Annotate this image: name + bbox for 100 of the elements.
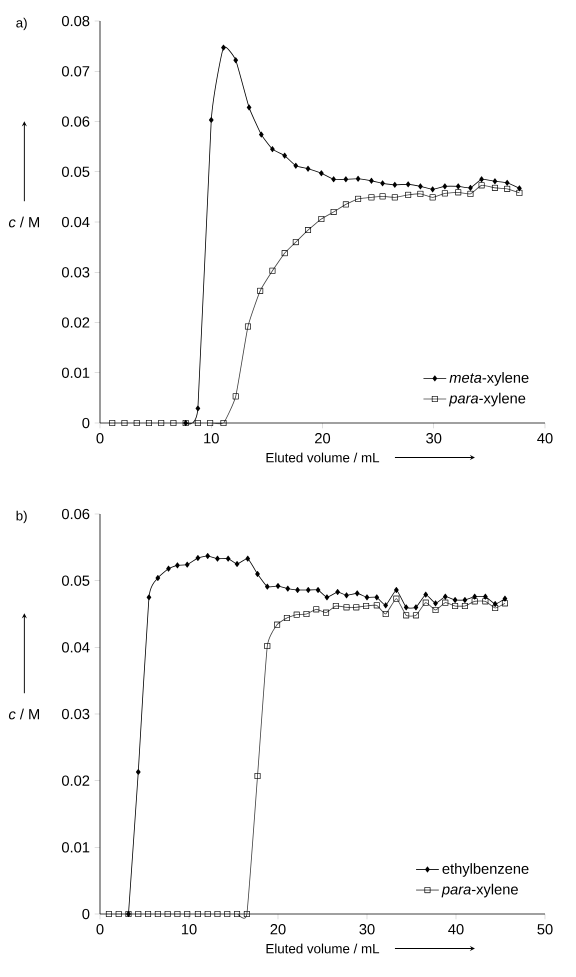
y-axis-title: c / M <box>8 708 40 720</box>
x-tick-label: 30 <box>426 433 442 444</box>
legend-label: para-xylene <box>448 392 526 406</box>
point <box>383 602 388 608</box>
point <box>270 146 275 152</box>
point <box>492 178 498 184</box>
y-tick-label: 0 <box>82 908 90 920</box>
x-tick-label: 10 <box>182 924 197 934</box>
point <box>196 405 200 412</box>
x-tick-label: 20 <box>270 924 286 934</box>
legend-label: ethylbenzene <box>442 863 528 877</box>
point <box>306 166 310 172</box>
point <box>433 600 438 606</box>
point <box>335 588 340 595</box>
y-tick-label: 0.03 <box>62 267 90 278</box>
chart-title: a) <box>16 18 27 30</box>
point <box>276 582 280 589</box>
point <box>246 104 252 110</box>
point <box>306 586 311 593</box>
point <box>502 596 508 602</box>
x-tick-label: 50 <box>537 924 553 934</box>
y-tick-label: 0.07 <box>62 66 90 76</box>
point <box>344 592 349 598</box>
point <box>418 183 423 190</box>
chart-title: b) <box>16 510 27 524</box>
point <box>406 181 410 188</box>
point <box>245 556 250 562</box>
point <box>456 183 461 190</box>
y-tick-label: 0 <box>82 418 90 428</box>
y-tick-label: 0.01 <box>62 368 90 378</box>
point <box>156 574 160 581</box>
y-tick-label: 0.02 <box>62 317 90 328</box>
x-tick-label: 0 <box>96 433 104 444</box>
x-tick-label: 0 <box>96 924 104 934</box>
x-tick-label: 10 <box>204 433 219 444</box>
point <box>196 554 200 561</box>
point <box>205 552 210 559</box>
point <box>233 57 238 64</box>
point <box>374 594 380 600</box>
point <box>175 562 180 568</box>
point <box>264 584 270 590</box>
y-tick-label: 0.04 <box>62 642 90 653</box>
point <box>492 600 498 607</box>
point <box>430 186 435 192</box>
point <box>364 594 370 600</box>
point <box>319 170 324 176</box>
point <box>462 596 468 603</box>
point <box>483 594 488 600</box>
point <box>380 180 385 186</box>
point <box>285 586 290 592</box>
x-axis-title: Eluted volume / mL <box>266 452 380 462</box>
x-tick-label: 20 <box>315 433 330 444</box>
y-tick-label: 0.01 <box>62 842 90 853</box>
legend-label: para-xylene <box>442 884 518 898</box>
point <box>356 176 360 182</box>
point <box>452 596 458 603</box>
point <box>226 556 230 562</box>
point <box>293 162 298 169</box>
point <box>166 566 171 572</box>
point <box>392 182 398 188</box>
point <box>504 180 510 186</box>
y-tick-label: 0.08 <box>62 16 90 26</box>
point <box>442 183 448 190</box>
y-tick-label: 0.06 <box>62 116 90 127</box>
x-tick-label: 30 <box>359 924 375 934</box>
legend-label: meta-xylene <box>450 372 529 386</box>
point <box>184 562 190 568</box>
y-tick-label: 0.03 <box>62 708 90 720</box>
point <box>215 556 220 562</box>
point <box>369 178 374 184</box>
point <box>221 44 226 51</box>
x-tick-label: 40 <box>448 924 464 934</box>
point <box>414 604 418 610</box>
point <box>282 152 288 159</box>
point <box>468 184 473 191</box>
point <box>394 586 399 593</box>
point <box>479 176 484 182</box>
point <box>146 594 152 600</box>
y-tick-label: 0.06 <box>62 508 90 520</box>
point <box>234 560 240 567</box>
point <box>442 594 448 600</box>
y-axis-title: c / M <box>8 216 40 228</box>
point <box>404 604 408 610</box>
y-tick-label: 0.05 <box>62 166 90 177</box>
y-tick-label: 0.05 <box>62 575 90 586</box>
point <box>354 590 360 596</box>
x-axis-title: Eluted volume / mL <box>266 944 380 954</box>
point <box>136 768 141 775</box>
point <box>331 176 336 182</box>
point <box>472 594 478 600</box>
point <box>208 116 214 123</box>
point <box>344 176 348 182</box>
x-tick-label: 40 <box>537 433 553 444</box>
point <box>295 586 300 593</box>
point <box>258 132 264 138</box>
y-tick-label: 0.04 <box>62 216 90 228</box>
point <box>423 592 428 598</box>
point <box>517 185 522 192</box>
point <box>324 594 330 600</box>
point <box>255 570 260 577</box>
